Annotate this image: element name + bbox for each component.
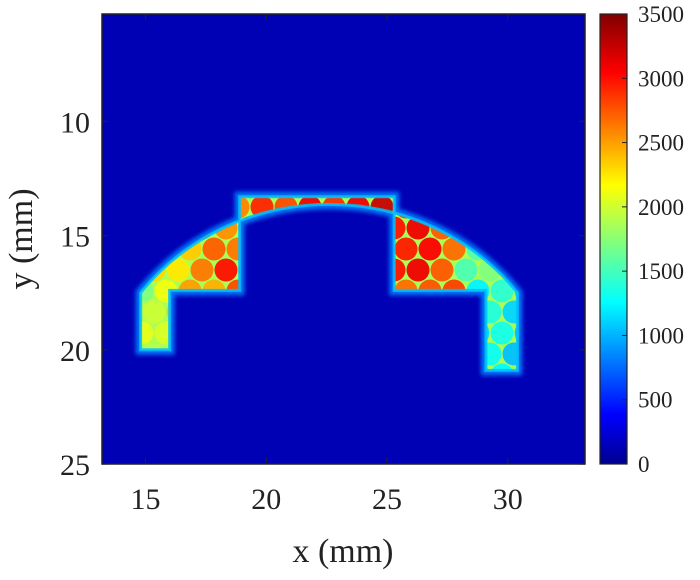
hex-cell — [406, 258, 430, 282]
colorbar-tick-label: 3500 — [638, 2, 684, 27]
hex-cell — [490, 321, 514, 345]
hex-cell — [683, 448, 700, 471]
plot-area — [101, 13, 700, 471]
region-edge — [139, 195, 519, 372]
y-tick-label: 10 — [60, 106, 90, 139]
heatmap-background — [102, 14, 585, 464]
colorbar-tick-label: 0 — [638, 452, 650, 477]
hex-cell — [683, 322, 700, 345]
hex-cell — [166, 258, 190, 282]
hex-cell — [647, 91, 670, 114]
colorbar-tick-label: 3000 — [638, 66, 684, 91]
colorbar-gradient — [599, 13, 628, 465]
y-tick-label: 25 — [60, 449, 90, 482]
hex-cell — [683, 364, 700, 387]
hex-cell — [683, 238, 700, 261]
hex-cell — [659, 238, 682, 261]
colorbar-tick-label: 1500 — [638, 259, 684, 284]
hex-cell — [394, 237, 418, 261]
x-axis-title: x (mm) — [292, 533, 393, 570]
hex-cell — [683, 406, 700, 429]
colorbar-tick-label: 500 — [638, 388, 673, 413]
hex-cell — [683, 196, 700, 219]
hex-cell — [671, 301, 694, 324]
hex-cell — [142, 300, 166, 324]
hex-cell — [418, 237, 442, 261]
hex-cell — [671, 217, 694, 240]
hex-cell — [635, 238, 658, 261]
y-tick-label: 20 — [60, 335, 90, 368]
x-tick-label: 25 — [372, 483, 402, 516]
x-axis: 15 20 25 30 — [130, 14, 523, 516]
hex-cell — [454, 258, 478, 282]
hex-cell — [635, 154, 658, 177]
x-tick-label: 15 — [130, 483, 160, 516]
hex-cell — [647, 427, 670, 450]
hex-cell — [202, 237, 226, 261]
hex-cell — [502, 342, 518, 366]
hex-cell — [683, 154, 700, 177]
hex-cell — [430, 258, 454, 282]
hex-cell — [671, 385, 694, 408]
hex-cell — [659, 448, 682, 471]
hex-cell — [502, 300, 518, 324]
colorbar-ticks: 0 500 1000 1500 2000 2500 3000 3500 — [622, 2, 684, 477]
hex-cell — [214, 258, 238, 282]
hex-cell — [647, 217, 670, 240]
hex-cell — [659, 154, 682, 177]
colorbar — [599, 13, 628, 465]
plot-frame — [101, 13, 586, 465]
y-axis: 10 15 20 25 — [60, 106, 585, 482]
hex-cell — [659, 364, 682, 387]
hex-cell — [683, 280, 700, 303]
colorbar-tick-label: 1000 — [638, 323, 684, 348]
x-tick-label: 30 — [493, 483, 523, 516]
hex-cell — [635, 364, 658, 387]
colorbar-tick-label: 2000 — [638, 195, 684, 220]
hex-cell — [671, 91, 694, 114]
hex-cell — [647, 301, 670, 324]
x-tick-label: 20 — [251, 483, 281, 516]
hex-cell — [190, 258, 214, 282]
hex-cell — [490, 279, 514, 303]
hex-cell — [683, 70, 700, 93]
colorbar-tick-label: 2500 — [638, 131, 684, 156]
y-axis-title: y (mm) — [3, 188, 40, 289]
y-tick-label: 15 — [60, 221, 90, 254]
hex-cell — [683, 112, 700, 135]
hex-cell — [671, 427, 694, 450]
